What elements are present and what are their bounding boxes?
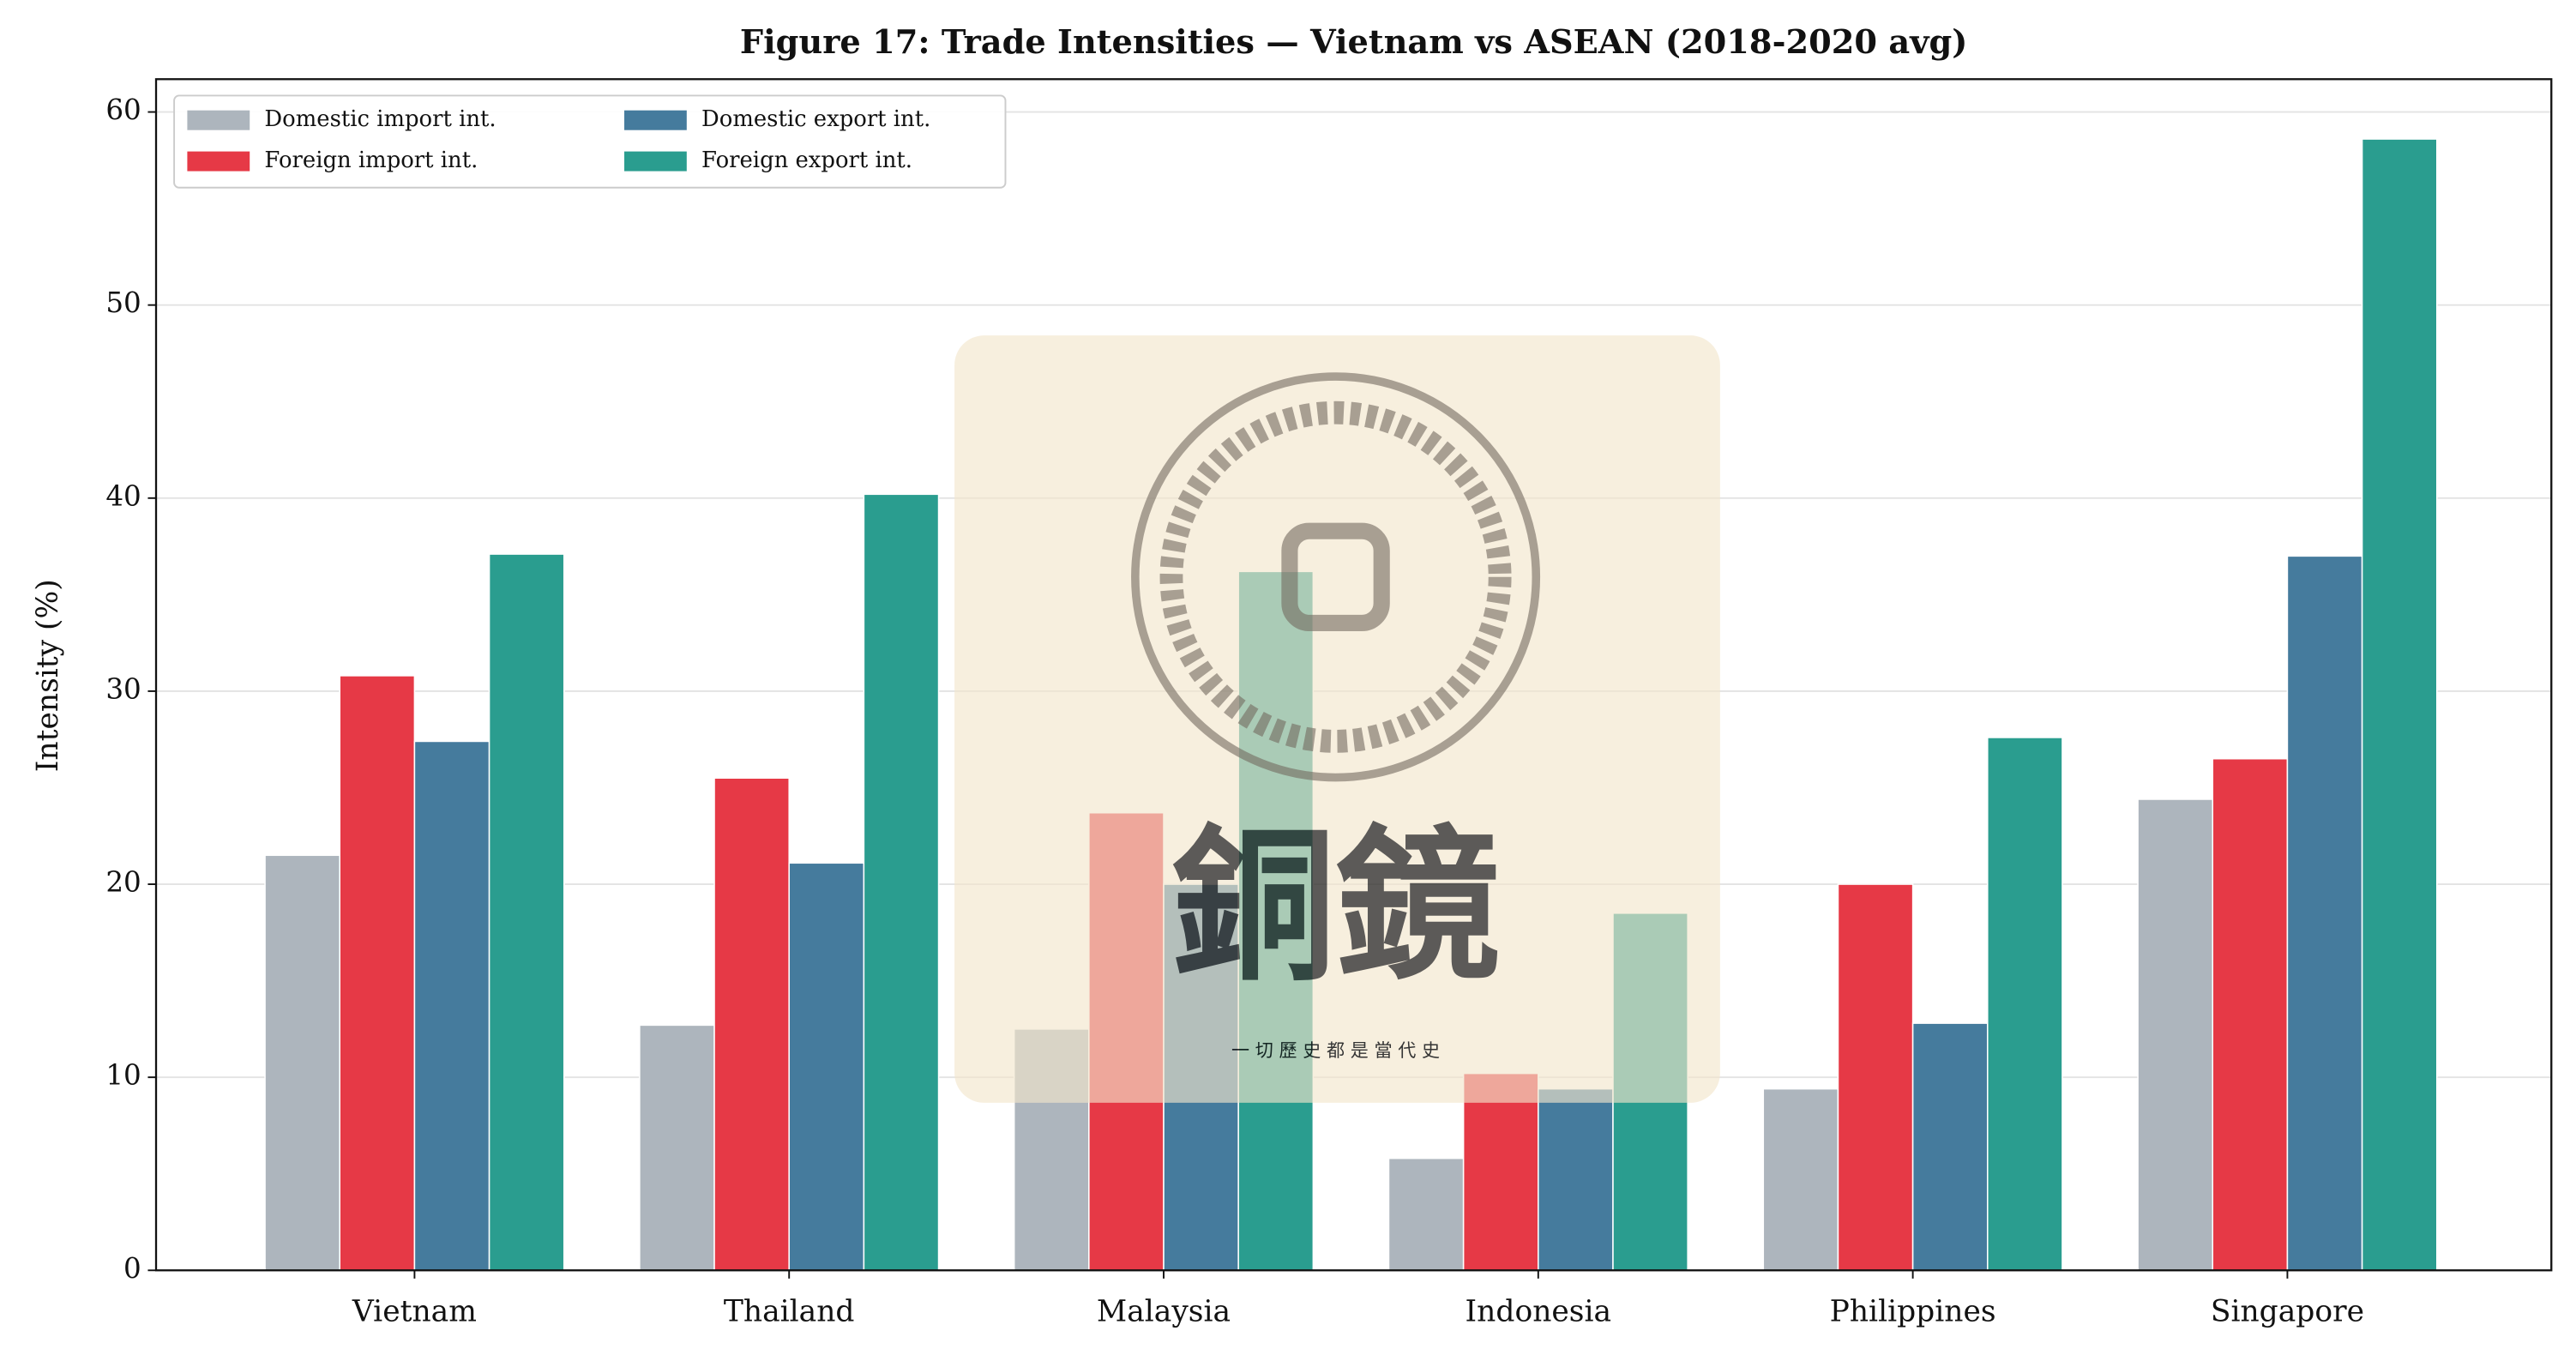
x-tick-label: Vietnam [352,1295,477,1329]
legend-box [173,94,1007,189]
watermark: 銅鏡 一 切 歷 史 都 是 當 代 史 [954,335,1720,1103]
legend: Domestic import int. Foreign import int. D… [173,94,1007,189]
y-tick-label: 10 [105,1059,141,1092]
x-tick-label: Indonesia [1466,1295,1612,1329]
bar [713,777,790,1272]
watermark-motto: 一 切 歷 史 都 是 當 代 史 [1231,1039,1440,1061]
legend-swatch [624,110,687,130]
bar [1538,1087,1614,1272]
legend-swatch [624,151,687,172]
x-tick-label: Philippines [1830,1295,1996,1329]
chart-title: Figure 17: Trade Intensities — Vietnam v… [740,23,1967,62]
y-axis-label: Intensity (%) [31,579,65,772]
x-tick-label: Malaysia [1097,1295,1231,1329]
legend-label: Foreign export int. [701,148,912,173]
y-tick-label: 40 [105,479,141,512]
bar [639,1024,715,1272]
bar [2361,138,2438,1272]
plot-frame [154,78,2553,1272]
bar [1387,1157,1465,1272]
watermark-title: 銅鏡 [1171,810,1500,1003]
x-tick-label: Thailand [724,1295,855,1329]
x-tick-label: Singapore [2211,1295,2364,1329]
bar [413,740,491,1272]
legend-label: Foreign import int. [264,148,478,173]
bar [2286,555,2363,1272]
bar [1762,1087,1839,1272]
watermark-hole [1281,522,1390,632]
legend-swatch [187,151,250,172]
bar [1462,1072,1539,1272]
bar [1911,1022,1989,1272]
bar [2137,798,2214,1272]
watermark-pattern [1159,400,1512,753]
bar [863,493,940,1272]
y-tick-label: 0 [123,1252,141,1285]
watermark-ring [1131,372,1541,782]
y-tick-label: 30 [105,672,141,705]
bar [2212,757,2289,1272]
legend-swatch [187,110,250,130]
legend-label: Domestic export int. [701,106,930,132]
y-tick-label: 60 [105,93,141,126]
bar [339,675,416,1272]
bar [1837,883,1914,1272]
bar [1987,737,2063,1272]
y-tick-label: 20 [105,866,141,899]
bar [264,854,340,1272]
bar [788,862,865,1272]
bar [488,553,565,1272]
y-tick-label: 50 [105,286,141,319]
legend-label: Domestic import int. [264,106,496,132]
